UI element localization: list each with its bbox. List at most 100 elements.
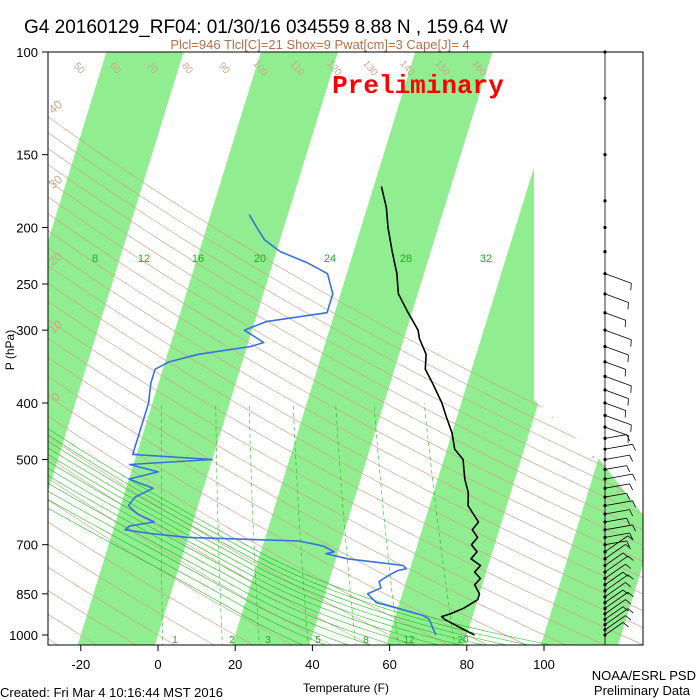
dry-adiabat (48, 300, 643, 628)
dry-adiabat-label: 90 (216, 61, 232, 77)
skew-label-tick: 20 (254, 253, 266, 265)
wind-barb-shaft (604, 524, 633, 531)
dry-adiabat (48, 566, 176, 645)
wind-barb-shaft (604, 434, 627, 439)
wind-barb-flag (625, 563, 632, 569)
chart-parameters: Plcl=946 Tlcl[C]=21 Shox=9 Pwat[cm]=3 Ca… (170, 37, 469, 52)
wind-station-dot (603, 528, 607, 532)
chart-title: G4 20160129_RF04: 01/30/16 034559 8.88 N… (24, 17, 508, 38)
y-tick-label: 700 (16, 538, 38, 553)
y-tick-label: 200 (16, 221, 38, 236)
skew-label-tick: 32 (480, 253, 492, 265)
y-tick-label: 400 (16, 396, 38, 411)
wind-barb-flag (627, 574, 634, 580)
wind-station-dot (603, 225, 607, 230)
moist-adiabat (48, 454, 463, 645)
wind-barb-flag (626, 518, 631, 525)
dry-adiabat (48, 456, 372, 645)
wind-barb-flag (629, 532, 633, 540)
wind-barb-flag (627, 555, 634, 561)
x-tick-label: 0 (154, 657, 161, 672)
wind-barb-shaft (604, 589, 624, 603)
x-tick-label: 20 (228, 657, 242, 672)
isotherm-label: 30 (46, 172, 65, 192)
wind-barb-shaft (604, 443, 633, 450)
wind-station-dot (603, 153, 607, 157)
x-tick-label: 80 (460, 657, 474, 672)
wind-barb-shaft (604, 492, 627, 498)
wind-barb-shaft (604, 402, 626, 411)
wind-barb-shaft (604, 552, 624, 566)
wind-barb-shaft (604, 293, 629, 303)
sounding-profiles (124, 186, 482, 636)
dry-adiabat (48, 337, 606, 645)
wind-barb-shaft (604, 517, 627, 523)
dry-adiabat (48, 376, 528, 645)
wind-barb-shaft (604, 312, 626, 321)
dry-adiabat (48, 543, 215, 645)
wind-barb-shaft (604, 574, 629, 592)
wind-barb-shaft (604, 591, 629, 609)
y-tick-label: 1000 (9, 628, 38, 643)
dry-adiabat (48, 213, 643, 546)
wind-barb-flag (625, 599, 632, 605)
wind-station-dot (603, 96, 607, 100)
wind-station-dot (603, 250, 607, 254)
wind-barb-flag (627, 535, 634, 541)
wind-station-dot (603, 199, 607, 203)
mixing-ratio-line (248, 402, 260, 645)
mixing-ratio-line (335, 402, 356, 645)
org-label: NOAA/ESRL PSD (592, 668, 696, 683)
wind-barb-flag (627, 355, 629, 363)
wind-barb-shaft (604, 563, 626, 579)
skew-label-tick: 28 (400, 253, 412, 265)
wind-barb-flag (627, 608, 634, 614)
dry-adiabat (48, 415, 450, 645)
isotherm-band (232, 52, 493, 645)
wind-barb-flag (624, 410, 627, 418)
wind-barb-flag (626, 493, 631, 500)
dry-adiabat (48, 436, 411, 645)
y-axis-title: P (hPa) (3, 330, 17, 370)
dry-adiabat (48, 282, 643, 611)
wind-barb-shaft (604, 555, 629, 573)
wind-barb-shaft (604, 509, 630, 515)
mixing-ratio-line (161, 402, 163, 645)
wind-barb-shaft (604, 473, 633, 480)
moist-adiabat (48, 440, 508, 645)
moist-adiabat (48, 447, 485, 645)
y-tick-label: 300 (16, 323, 38, 338)
wind-barb-shaft (604, 329, 632, 341)
isotherm-band (48, 52, 184, 492)
mixing-ratio-line (423, 402, 456, 645)
wind-barb-flag (632, 473, 636, 481)
moist-adiabat (48, 499, 327, 645)
wind-barb-shaft (604, 622, 624, 636)
dewpoint-trace (124, 214, 437, 636)
wind-panel-mask (534, 52, 700, 645)
wind-barb-flag (625, 544, 632, 550)
dry-adiabat (48, 196, 643, 531)
wind-barb-flag (627, 591, 634, 598)
wind-barb-shaft (604, 454, 630, 460)
wind-barb-shaft (604, 389, 629, 399)
data-status-label: Preliminary Data (594, 683, 691, 698)
wind-barb-flag (630, 339, 632, 347)
y-tick-label: 100 (16, 45, 38, 60)
wind-barbs (603, 50, 636, 637)
wind-barb-shaft (604, 571, 624, 586)
wind-barb-flag (622, 589, 629, 595)
moist-adiabat (48, 475, 395, 645)
dry-adiabats (48, 116, 643, 645)
wind-barb-shaft (604, 465, 627, 470)
wind-barb-shaft (604, 540, 627, 546)
dry-adiabat (48, 521, 254, 645)
wind-barb-shaft (604, 375, 632, 387)
y-tick-label: 500 (16, 452, 38, 467)
wind-barb-shaft (604, 361, 626, 370)
dry-adiabat-label: 80 (179, 61, 195, 77)
dry-adiabat (48, 116, 643, 456)
mixing-ratio-line (215, 403, 223, 645)
